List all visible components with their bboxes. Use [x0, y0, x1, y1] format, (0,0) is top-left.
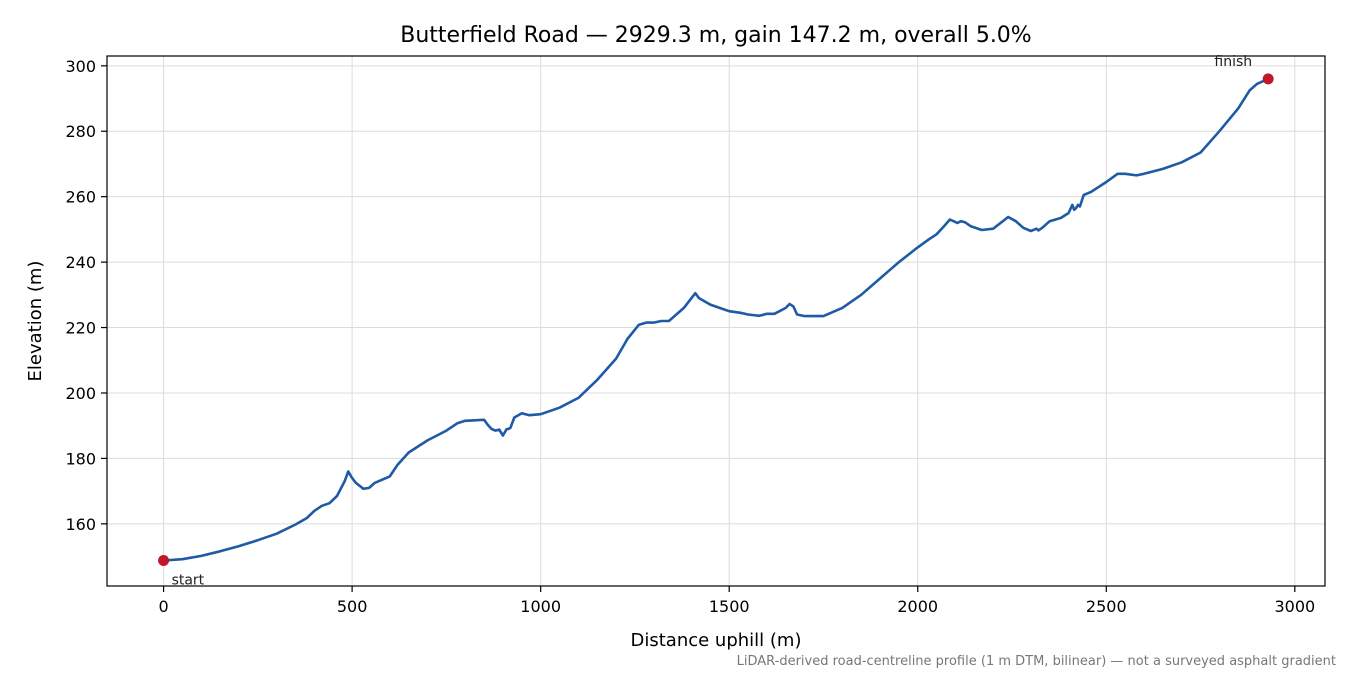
data-source-footnote: LiDAR-derived road-centreline profile (1…	[737, 654, 1336, 669]
y-tick-label: 200	[65, 384, 96, 403]
finish-marker	[1262, 73, 1274, 85]
y-tick-label: 220	[65, 319, 96, 338]
y-axis-label: Elevation (m)	[25, 261, 46, 382]
y-tick-label: 260	[65, 188, 96, 207]
chart-title: Butterfield Road — 2929.3 m, gain 147.2 …	[400, 23, 1031, 48]
y-tick-label: 160	[65, 515, 96, 534]
start-marker	[158, 554, 170, 566]
gridlines	[107, 56, 1325, 586]
finish-label: finish	[1214, 54, 1252, 70]
x-tick-label: 1500	[709, 597, 750, 616]
plot-area-frame	[106, 55, 1326, 587]
x-axis-label: Distance uphill (m)	[631, 630, 802, 651]
x-tick-label: 0	[158, 597, 168, 616]
start-label: start	[172, 572, 205, 588]
x-tick-label: 500	[337, 597, 368, 616]
x-tick-label: 2500	[1086, 597, 1127, 616]
x-tick-label: 3000	[1274, 597, 1315, 616]
endpoint-markers: start finish	[158, 54, 1274, 588]
x-tick-label: 2000	[897, 597, 938, 616]
y-tick-label: 180	[65, 449, 96, 468]
x-tick-label: 1000	[520, 597, 561, 616]
y-tick-label: 280	[65, 122, 96, 141]
axis-ticks: 0 500 1000 1500 2000 2500 3000 160 180 200 220 240 2…	[65, 57, 1315, 616]
y-tick-label: 300	[65, 57, 96, 76]
y-tick-label: 240	[65, 253, 96, 272]
elevation-series-line	[162, 77, 1270, 562]
